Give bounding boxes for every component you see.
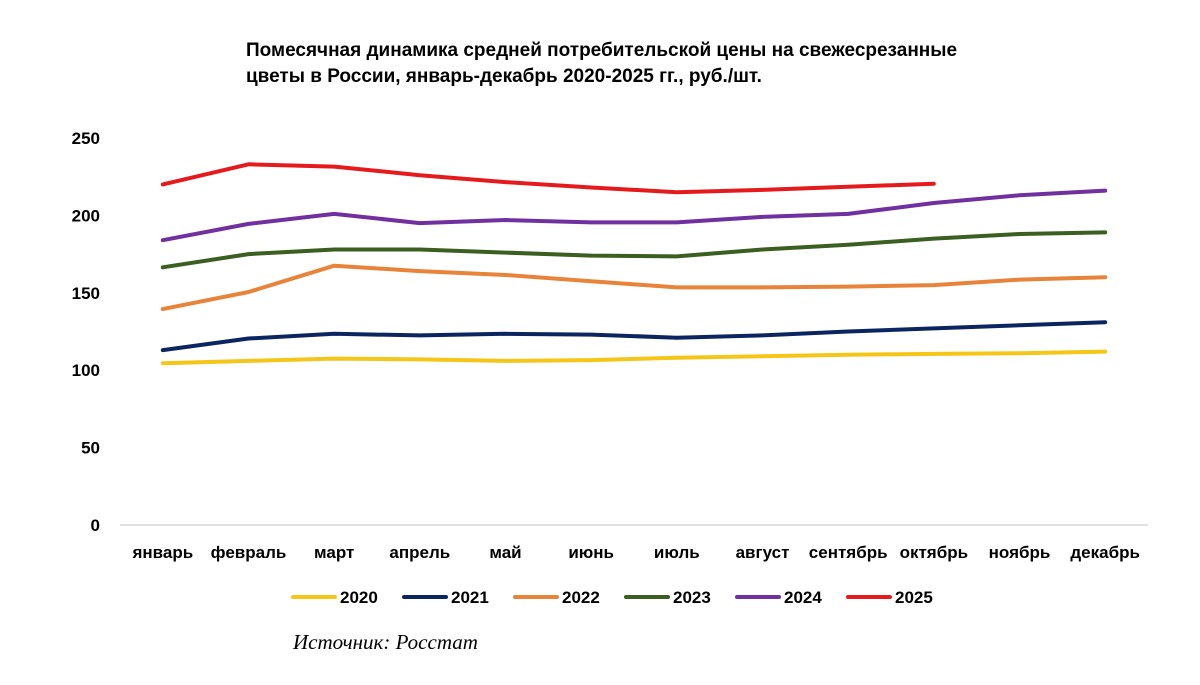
x-tick-label: май	[489, 543, 521, 562]
x-tick-label: апрель	[389, 543, 450, 562]
series-line-2024	[160, 188, 1108, 243]
legend-label: 2024	[784, 588, 822, 607]
series-lines	[160, 162, 1108, 366]
y-tick-label: 250	[72, 129, 100, 148]
x-tick-label: октябрь	[900, 543, 968, 562]
x-tick-label: февраль	[211, 543, 287, 562]
y-tick-label: 50	[81, 439, 100, 458]
legend-item-2023: 2023	[624, 588, 711, 607]
chart-title-line-1: Помесячная динамика средней потребительс…	[246, 40, 958, 61]
chart-title: Помесячная динамика средней потребительс…	[246, 38, 1126, 90]
legend-label: 2021	[451, 588, 489, 607]
legend-label: 2025	[895, 588, 933, 607]
x-tick-label: ноябрь	[989, 543, 1051, 562]
series-line-2020	[160, 349, 1108, 366]
legend-label: 2020	[340, 588, 378, 607]
chart-title-line-2: цветы в России, январь-декабрь 2020-2025…	[246, 66, 762, 87]
y-axis: 0 50 100 150 200 250	[72, 129, 100, 535]
legend-item-2024: 2024	[735, 588, 822, 607]
x-tick-label: июнь	[568, 543, 614, 562]
x-tick-label: сентябрь	[809, 543, 888, 562]
series-line-2025	[160, 162, 936, 195]
x-tick-label: март	[314, 543, 354, 562]
x-tick-label: август	[736, 543, 790, 562]
x-tick-label: июль	[654, 543, 700, 562]
legend-label: 2023	[673, 588, 711, 607]
legend-item-2025: 2025	[846, 588, 933, 607]
y-tick-label: 150	[72, 284, 100, 303]
legend-item-2021: 2021	[402, 588, 489, 607]
x-tick-label: январь	[131, 543, 193, 562]
y-tick-label: 0	[91, 516, 100, 535]
y-tick-label: 200	[72, 206, 100, 225]
x-axis: январь февраль март апрель май июнь июль август…	[120, 524, 1148, 562]
legend: 2020 2021 2022 2023 2024 2025	[291, 588, 933, 607]
series-line-2023	[160, 230, 1108, 270]
y-tick-label: 100	[72, 361, 100, 380]
series-line-2021	[160, 320, 1108, 353]
x-tick-label: декабрь	[1070, 543, 1140, 562]
series-line-2022	[160, 263, 1108, 312]
legend-item-2022: 2022	[513, 588, 600, 607]
legend-item-2020: 2020	[291, 588, 378, 607]
source-note: Источник: Росстат	[293, 630, 478, 654]
legend-label: 2022	[562, 588, 600, 607]
